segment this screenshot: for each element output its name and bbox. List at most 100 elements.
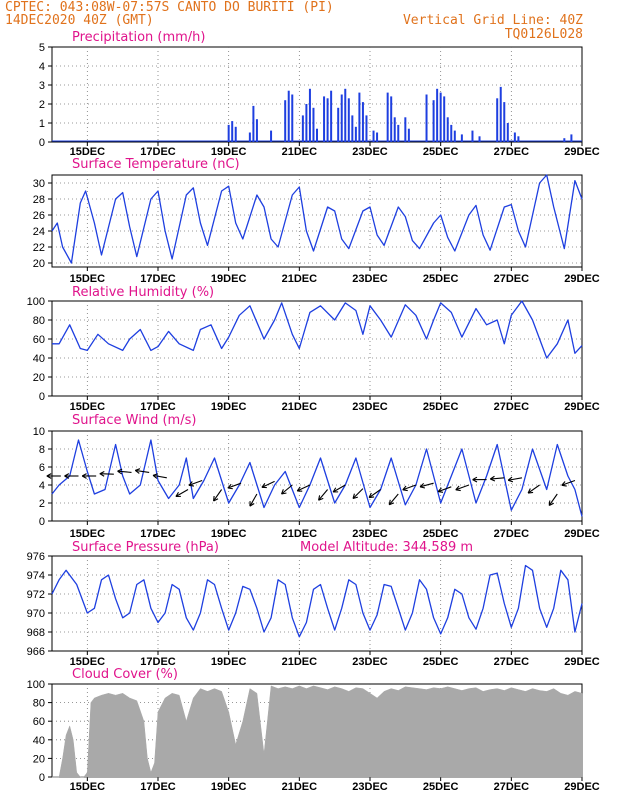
precip-bar: [478, 136, 481, 142]
press-ytick-label: 966: [27, 646, 45, 658]
wind-arrow-head: [472, 476, 478, 481]
wind-xtick-label: 21DEC: [282, 528, 318, 540]
press-ytick-label: 974: [27, 570, 45, 582]
rh-ytick-label: 100: [27, 296, 45, 308]
wind-xtick-label: 17DEC: [140, 528, 176, 540]
cloud-ytick-label: 80: [33, 698, 45, 710]
wind-arrow-head: [368, 492, 372, 498]
precip-bar: [506, 123, 509, 142]
press-xtick-label: 29DEC: [564, 656, 600, 668]
cloud-panel: 0 20 40 60 80 100 15DEC 17DEC 19DEC 21DEC 23DEC 25D…: [27, 667, 600, 793]
wind-arrow-shaft: [419, 482, 434, 488]
precip-bar: [471, 130, 474, 142]
temp-ytick-label: 22: [33, 242, 45, 254]
wind-arrow-shaft: [117, 470, 132, 473]
precip-bar: [503, 102, 506, 142]
precip-ytick-label: 5: [39, 42, 45, 54]
wind-ytick-label: 10: [33, 426, 45, 438]
precip-bar: [460, 134, 463, 142]
cloud-ytick-label: 20: [33, 753, 45, 765]
press-ytick-label: 972: [27, 589, 45, 601]
wind-arrow-head: [81, 475, 87, 479]
header-location: CPTEC: 043:08W-07:57S CANTO DO BURITI (P…: [5, 0, 334, 15]
precip-bar: [337, 107, 340, 142]
wind-arrow-head: [213, 495, 215, 502]
wind-arrow-head: [352, 493, 355, 499]
wind-ytick-label: 4: [39, 480, 45, 492]
wind-arrow-head: [389, 502, 395, 506]
precip-bar: [344, 88, 347, 142]
precip-bar: [312, 107, 315, 142]
press-xtick-label: 25DEC: [423, 656, 459, 668]
temp-frame: [51, 174, 583, 268]
cloud-title: Cloud Cover (%): [72, 667, 178, 682]
wind-arrow-shaft: [175, 489, 189, 497]
wind-arrow-head: [388, 499, 391, 505]
cloud-ytick-label: 40: [33, 735, 45, 747]
cloud-xtick-label: 19DEC: [211, 781, 247, 793]
precip-bar: [340, 94, 343, 142]
precip-bar: [386, 92, 389, 142]
precip-bar: [347, 98, 350, 142]
wind-arrow-head: [352, 496, 358, 500]
rh-xtick-label: 23DEC: [352, 401, 388, 413]
wind-arrow-head: [507, 479, 514, 483]
rh-ytick-label: 80: [33, 315, 45, 327]
precip-xtick-label: 17DEC: [140, 146, 176, 158]
rh-xtick-label: 29DEC: [564, 401, 600, 413]
wind-arrow-head: [99, 470, 105, 475]
wind-arrow-head: [261, 482, 266, 488]
rh-ytick-label: 20: [33, 372, 45, 384]
press-xtick-label: 23DEC: [352, 656, 388, 668]
precip-bar: [404, 117, 407, 142]
temp-ytick-label: 28: [33, 194, 45, 206]
precip-bar: [323, 96, 326, 142]
temp-ytick-label: 30: [33, 178, 45, 190]
precip-bar: [234, 126, 237, 142]
precip-xtick-label: 23DEC: [352, 146, 388, 158]
wind-arrow-head: [281, 489, 284, 495]
precip-bar: [354, 126, 357, 142]
cloud-xtick-label: 21DEC: [282, 781, 318, 793]
cloud-xtick-label: 25DEC: [423, 781, 459, 793]
precip-ytick-label: 3: [39, 80, 45, 92]
precip-frame: [51, 46, 583, 143]
rh-ytick-label: 60: [33, 334, 45, 346]
wind-arrow-shaft: [508, 477, 523, 481]
wind-arrow-head: [490, 475, 495, 480]
precip-xtick-label: 15DEC: [70, 146, 106, 158]
press-series-line: [51, 564, 583, 638]
precip-ytick-label: 0: [39, 137, 45, 149]
precip-bar: [308, 88, 311, 142]
wind-arrow-head: [213, 498, 219, 502]
wind-arrow-head: [548, 500, 551, 506]
wind-arrow-shaft: [213, 489, 223, 502]
temp-xtick-label: 15DEC: [70, 273, 106, 285]
wind-xtick-label: 25DEC: [423, 528, 459, 540]
cloud-cover-area: [52, 685, 583, 778]
precip-bar: [496, 98, 499, 142]
precip-bar: [287, 90, 290, 142]
precip-ytick-label: 2: [39, 99, 45, 111]
wind-xtick-label: 29DEC: [564, 528, 600, 540]
precip-bar: [432, 100, 435, 142]
wind-arrow-shaft: [352, 488, 364, 499]
wind-arrow-head: [402, 489, 408, 492]
wind-arrow-head: [134, 470, 140, 474]
cloud-ytick-label: 60: [33, 716, 45, 728]
wind-xtick-label: 23DEC: [352, 528, 388, 540]
wind-series-line: [51, 439, 583, 517]
cloud-xtick-label: 15DEC: [70, 781, 106, 793]
wind-arrow-head: [402, 485, 407, 491]
wind-arrow-shaft: [490, 477, 505, 480]
precip-bar: [517, 136, 520, 142]
precip-bar: [361, 102, 364, 142]
temp-ytick-label: 26: [33, 210, 45, 222]
cloud-xtick-label: 29DEC: [564, 781, 600, 793]
precip-bar: [372, 130, 375, 142]
precip-bar: [248, 132, 251, 142]
wind-arrow-head: [318, 497, 324, 501]
precip-bar: [231, 121, 234, 142]
wind-arrow-shaft: [188, 479, 203, 486]
